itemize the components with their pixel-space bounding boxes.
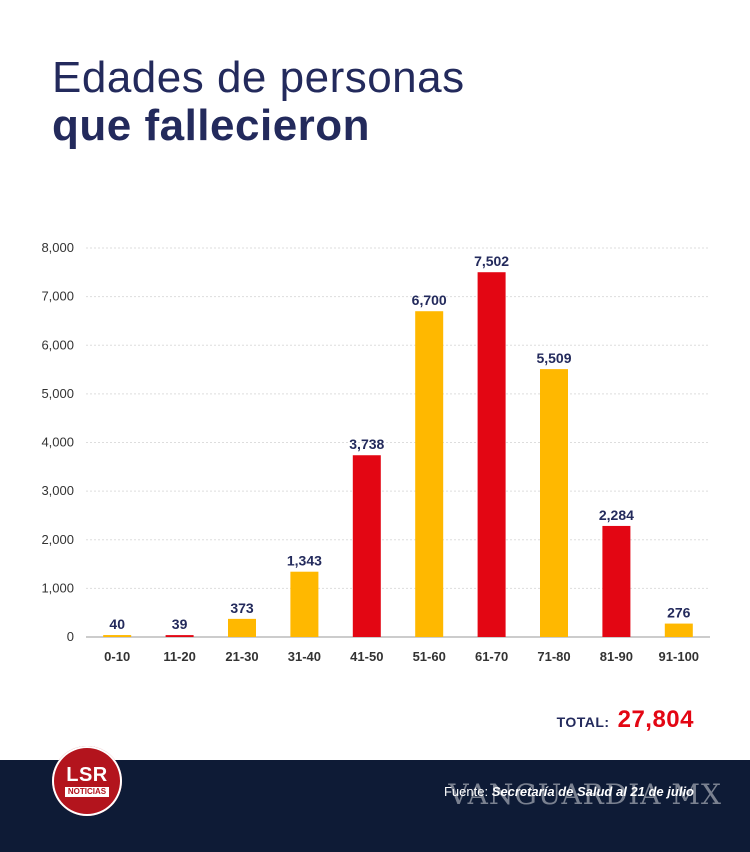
y-tick-label: 1,000 — [41, 580, 74, 595]
bar-51-60 — [415, 311, 444, 637]
bar-31-40 — [290, 571, 319, 637]
total-value: 27,804 — [617, 706, 694, 733]
x-tick-label: 91-100 — [659, 649, 699, 664]
total-label: TOTAL: — [556, 714, 610, 730]
x-tick-label: 51-60 — [413, 649, 446, 664]
bar-71-80 — [540, 369, 568, 637]
x-tick-label: 81-90 — [600, 649, 633, 664]
data-label: 40 — [109, 616, 125, 632]
total-summary: TOTAL: 27,804 — [557, 706, 694, 734]
data-label: 7,502 — [474, 253, 509, 269]
y-tick-label: 2,000 — [41, 532, 74, 547]
title-line-2: que fallecieron — [52, 101, 371, 150]
lsr-logo: LSR NOTICIAS — [52, 746, 122, 816]
chart-title: Edades de personas que fallecieron — [52, 54, 465, 150]
x-tick-label: 61-70 — [475, 649, 508, 664]
bar-11-20 — [165, 635, 194, 637]
y-tick-label: 6,000 — [41, 337, 74, 352]
data-label: 6,700 — [412, 292, 447, 308]
logo-sub-text: NOTICIAS — [64, 787, 110, 797]
title-line-1: Edades de personas — [52, 53, 465, 102]
source-note: Fuente: Secretaría de Salud al 21 de jul… — [444, 784, 694, 799]
bar-chart: 0 1,000 2,000 3,000 4,000 5,000 6,000 7,000 8,00… — [41, 240, 710, 664]
y-tick-label: 4,000 — [41, 435, 74, 450]
x-tick-label: 71-80 — [537, 649, 570, 664]
bar-91-100 — [664, 623, 693, 637]
data-label: 39 — [172, 616, 188, 632]
logo-main-text: LSR — [66, 764, 108, 786]
bar-61-70 — [477, 272, 506, 637]
bar-41-50 — [352, 455, 381, 637]
watermark: VANGUARDIA MX — [448, 778, 722, 811]
y-tick-label: 8,000 — [41, 240, 74, 255]
x-tick-label: 11-20 — [163, 649, 196, 664]
data-label: 5,509 — [536, 350, 571, 366]
source-text: Secretaría de Salud al 21 de julio — [491, 784, 694, 799]
y-tick-label: 7,000 — [41, 289, 74, 304]
y-tick-label: 3,000 — [41, 483, 74, 498]
source-label: Fuente: — [443, 784, 489, 799]
y-tick-label: 5,000 — [41, 386, 74, 401]
data-label: 276 — [667, 605, 691, 621]
bar-81-90 — [602, 525, 631, 637]
data-label: 3,738 — [349, 436, 384, 452]
x-tick-label: 0-10 — [104, 649, 130, 664]
x-tick-label: 21-30 — [225, 649, 258, 664]
y-tick-label: 0 — [67, 629, 74, 644]
x-tick-label: 41-50 — [350, 649, 383, 664]
data-label: 2,284 — [599, 507, 634, 523]
footer-bar — [0, 760, 750, 852]
data-label: 373 — [230, 600, 254, 616]
bar-21-30 — [228, 618, 256, 637]
x-tick-label: 31-40 — [288, 649, 321, 664]
data-label: 1,343 — [287, 553, 322, 569]
bar-0-10 — [103, 635, 132, 637]
